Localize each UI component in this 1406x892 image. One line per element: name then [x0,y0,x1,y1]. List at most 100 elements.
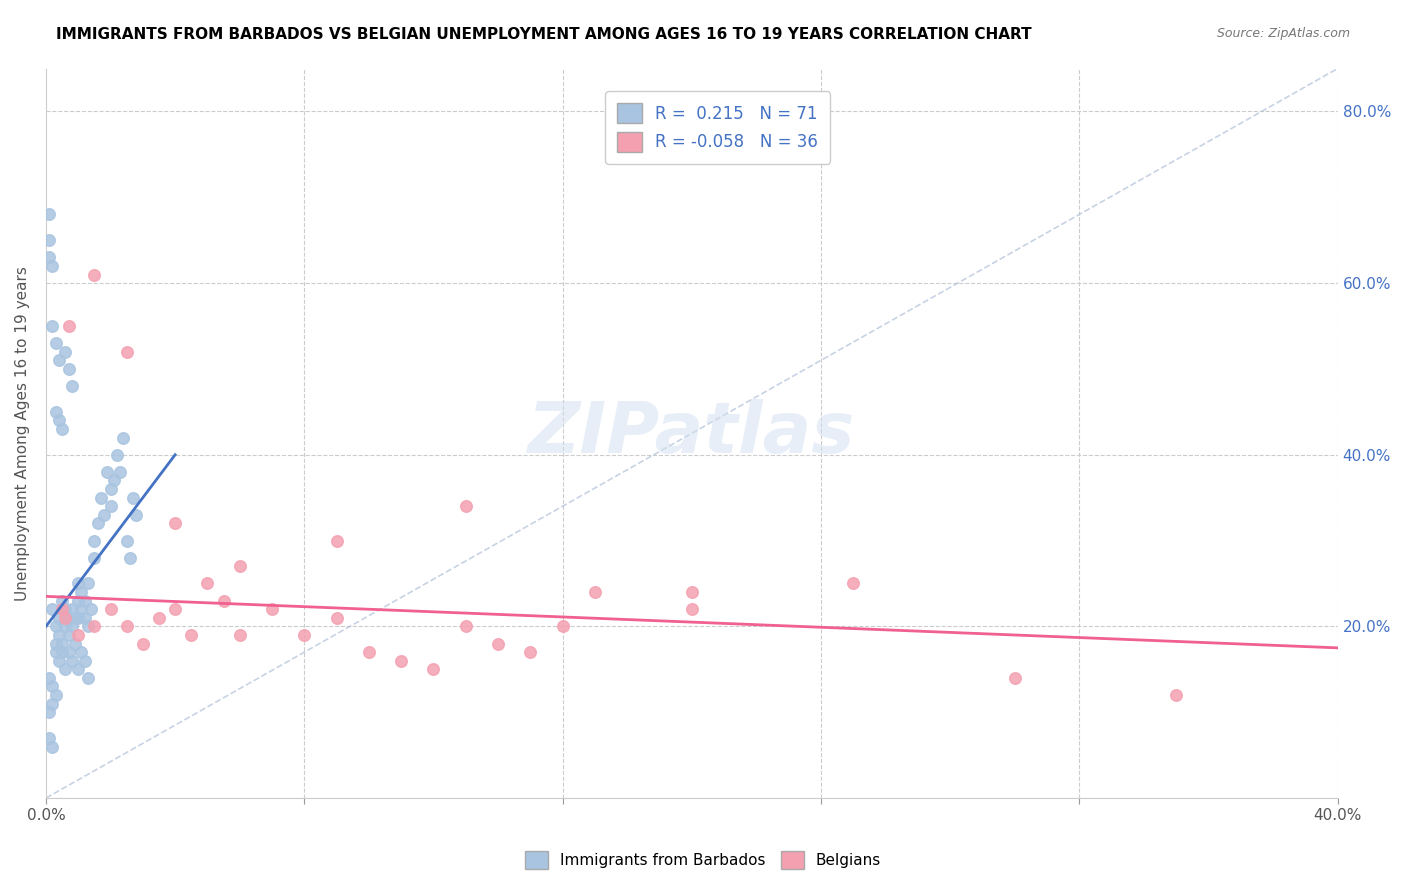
Point [100,602,122,616]
Point [67,576,90,591]
Point [60,654,83,668]
Point [77,576,100,591]
Point [112,431,135,445]
Point [48,611,70,625]
Point [67,628,90,642]
Point [681,585,703,599]
Point [58,611,80,625]
Point [90,491,112,505]
Point [38,233,60,247]
Point [60,602,83,616]
Point [73,593,96,607]
Point [45,688,67,702]
Point [86,516,108,531]
Point [389,654,412,668]
Point [77,671,100,685]
Point [63,636,86,650]
Point [105,448,128,462]
Point [118,550,141,565]
Point [842,576,865,591]
Point [551,619,574,633]
Point [83,619,105,633]
Point [212,593,235,607]
Point [325,611,347,625]
Point [41,697,63,711]
Point [70,585,93,599]
Point [292,628,315,642]
Point [51,422,73,436]
Point [325,533,347,548]
Point [45,405,67,419]
Point [60,379,83,393]
Point [519,645,541,659]
Point [70,602,93,616]
Point [67,611,90,625]
Point [96,465,118,479]
Point [58,362,80,376]
Point [38,207,60,221]
Point [53,611,76,625]
Point [48,353,70,368]
Point [228,559,250,574]
Point [228,628,250,642]
Point [41,259,63,273]
Point [100,500,122,514]
Y-axis label: Unemployment Among Ages 16 to 19 years: Unemployment Among Ages 16 to 19 years [15,266,30,600]
Text: Source: ZipAtlas.com: Source: ZipAtlas.com [1216,27,1350,40]
Point [486,636,509,650]
Point [58,645,80,659]
Point [1166,688,1188,702]
Point [51,602,73,616]
Point [93,508,115,522]
Text: IMMIGRANTS FROM BARBADOS VS BELGIAN UNEMPLOYMENT AMONG AGES 16 TO 19 YEARS CORRE: IMMIGRANTS FROM BARBADOS VS BELGIAN UNEM… [56,27,1032,42]
Point [41,680,63,694]
Point [180,628,202,642]
Legend: R =  0.215   N = 71, R = -0.058   N = 36: R = 0.215 N = 71, R = -0.058 N = 36 [606,92,830,164]
Point [70,645,93,659]
Point [165,516,187,531]
Point [80,602,103,616]
Point [41,739,63,754]
Point [51,593,73,607]
Point [63,611,86,625]
Point [53,344,76,359]
Point [53,602,76,616]
Point [1004,671,1026,685]
Point [45,636,67,650]
Point [132,636,155,650]
Point [357,645,380,659]
Point [77,619,100,633]
Point [38,731,60,745]
Point [51,636,73,650]
Point [83,550,105,565]
Point [73,611,96,625]
Point [53,619,76,633]
Point [41,318,63,333]
Point [115,619,138,633]
Point [454,619,477,633]
Point [58,318,80,333]
Point [83,268,105,282]
Point [45,645,67,659]
Point [73,654,96,668]
Point [41,602,63,616]
Point [67,593,90,607]
Point [197,576,219,591]
Point [103,474,125,488]
Point [45,619,67,633]
Legend: Immigrants from Barbados, Belgians: Immigrants from Barbados, Belgians [519,845,887,875]
Point [115,344,138,359]
Point [53,662,76,676]
Point [58,628,80,642]
Point [125,508,148,522]
Point [583,585,606,599]
Point [110,465,132,479]
Point [67,662,90,676]
Point [60,619,83,633]
Point [122,491,145,505]
Point [38,671,60,685]
Point [48,628,70,642]
Point [681,602,703,616]
Point [165,602,187,616]
Point [100,482,122,496]
